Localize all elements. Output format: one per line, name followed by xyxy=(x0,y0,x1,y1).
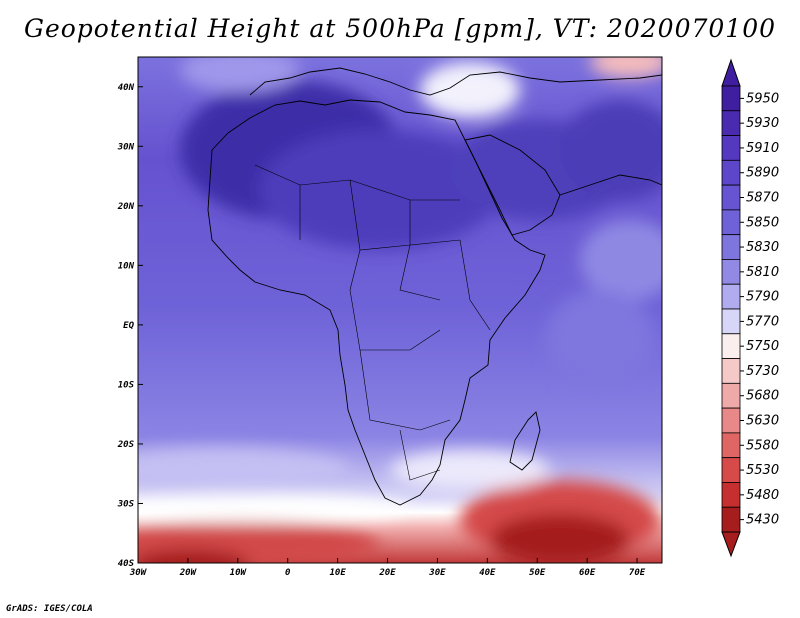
lon-tick-label: 0 xyxy=(285,568,291,578)
colorbar-bottom-arrow xyxy=(721,531,741,558)
colorbar-swatch xyxy=(721,382,741,409)
arabia-coastline xyxy=(464,134,561,236)
lon-tick-label: 10E xyxy=(329,568,346,578)
lon-tick-label: 40E xyxy=(479,568,496,578)
madagascar-coastline xyxy=(509,411,541,471)
colorbar-label: 5890 xyxy=(746,166,779,181)
lat-tick-label: 10S xyxy=(118,380,135,390)
colorbar-label: 5750 xyxy=(746,339,779,354)
lon-tick-label: 10W xyxy=(230,568,248,578)
lat-tick-label: 30N xyxy=(117,142,135,152)
colorbar-label: 5830 xyxy=(746,240,779,255)
asia-coastline xyxy=(559,174,662,196)
lat-tick-label: 10N xyxy=(118,261,135,271)
lat-tick-label: 20S xyxy=(117,440,135,450)
colorbar: 5950 5930 5910 5890 5870 5850 5830 5810 5790 5770… xyxy=(721,58,779,558)
colorbar-label: 5810 xyxy=(746,265,779,280)
colorbar-label: 5680 xyxy=(746,389,779,404)
colorbar-swatch xyxy=(721,110,741,136)
colorbar-swatch xyxy=(721,259,741,285)
europe-coastline xyxy=(249,67,662,96)
lat-tick-label: EQ xyxy=(123,321,134,331)
colorbar-label: 5770 xyxy=(746,314,779,329)
lon-tick-label: 30E xyxy=(428,568,446,578)
colorbar-swatch xyxy=(721,506,741,533)
colorbar-label: 5870 xyxy=(746,191,779,206)
map-title: Geopotential Height at 500hPa [gpm], VT:… xyxy=(23,14,777,43)
colorbar-swatch xyxy=(721,457,741,483)
colorbar-label: 5950 xyxy=(746,91,779,106)
axis-ticks: 30W 20W 10W 0 10E 20E 30E 40E 50E 60E 70E 40S 30S 20S… xyxy=(117,83,646,578)
lat-tick-label: 20N xyxy=(117,202,135,212)
colorbar-label: 5430 xyxy=(746,513,779,528)
colorbar-swatch xyxy=(721,85,741,112)
colorbar-swatch xyxy=(721,135,741,161)
interior-borders xyxy=(254,164,491,481)
colorbar-swatch xyxy=(721,482,741,508)
colorbar-label: 5730 xyxy=(746,364,779,379)
colorbar-swatch xyxy=(721,209,741,236)
lat-tick-label: 40S xyxy=(118,559,135,569)
height-field xyxy=(138,57,662,563)
footer-credit: GrADS: IGES/COLA xyxy=(6,604,93,614)
colorbar-label: 5480 xyxy=(746,488,779,503)
colorbar-label: 5580 xyxy=(746,438,779,453)
plot-frame xyxy=(137,56,663,564)
colorbar-swatch xyxy=(721,234,741,260)
africa-coastline xyxy=(207,99,546,506)
coastlines xyxy=(207,67,662,506)
colorbar-label: 5630 xyxy=(746,414,779,429)
colorbar-swatch xyxy=(721,283,741,310)
lon-tick-label: 20E xyxy=(378,568,396,578)
colorbar-label: 5530 xyxy=(746,463,779,478)
lon-tick-label: 20W xyxy=(179,568,198,578)
lon-tick-label: 70E xyxy=(629,568,646,578)
colorbar-swatch xyxy=(721,159,741,186)
colorbar-swatch xyxy=(721,358,741,384)
lat-tick-label: 40N xyxy=(118,83,135,93)
colorbar-swatch xyxy=(721,333,741,359)
colorbar-swatch xyxy=(721,407,741,434)
lon-tick-label: 50E xyxy=(529,568,546,578)
lon-tick-label: 60E xyxy=(579,568,596,578)
lat-tick-label: 30S xyxy=(117,499,135,509)
lon-tick-label: 30W xyxy=(129,568,148,578)
colorbar-swatch xyxy=(721,184,741,211)
colorbar-label: 5850 xyxy=(746,215,779,230)
colorbar-label: 5790 xyxy=(746,290,779,305)
colorbar-label: 5930 xyxy=(746,116,779,131)
colorbar-top-arrow xyxy=(721,58,741,87)
colorbar-swatch xyxy=(721,308,741,335)
colorbar-label: 5910 xyxy=(746,141,779,156)
colorbar-swatch xyxy=(721,432,741,459)
